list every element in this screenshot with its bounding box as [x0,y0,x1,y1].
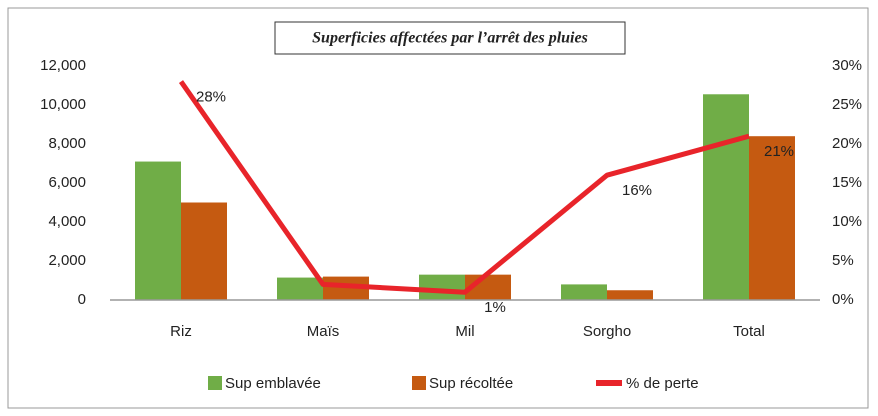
y2-tick-label: 30% [832,57,862,74]
y-tick-label: 8,000 [48,135,86,152]
x-tick-label: Total [733,323,765,340]
bar [277,277,323,300]
legend-label: % de perte [626,375,699,392]
bar [135,161,181,300]
x-tick-label: Maïs [307,323,340,340]
y-tick-label: 2,000 [48,252,86,269]
y-tick-label: 6,000 [48,174,86,191]
y2-tick-label: 0% [832,291,854,308]
title-box [274,21,626,55]
x-tick-label: Mil [455,323,474,340]
y2-tick-label: 25% [832,96,862,113]
legend-label: Sup récoltée [429,375,513,392]
data-label: 21% [764,143,794,160]
bar [703,94,749,301]
y2-tick-label: 5% [832,252,854,269]
data-label: 1% [484,299,506,316]
line [178,80,750,295]
y2-tick-label: 20% [832,135,862,152]
y-tick-label: 0 [78,291,86,308]
bar [561,284,607,300]
y-tick-label: 10,000 [40,96,86,113]
x-tick-label: Riz [170,323,192,340]
chart-title: Superficies affectées par l’arrêt des pl… [312,30,588,47]
y2-tick-label: 10% [832,213,862,230]
data-label: 28% [196,89,226,106]
bar [181,202,227,300]
bar [323,276,369,300]
y-tick-label: 4,000 [48,213,86,230]
bar [749,136,795,300]
legend-swatch [412,376,426,390]
legend-swatch [208,376,222,390]
x-tick-label: Sorgho [583,323,631,340]
data-label: 16% [622,182,652,199]
bar [607,290,653,300]
y-tick-label: 12,000 [40,57,86,74]
y2-tick-label: 15% [832,174,862,191]
legend-swatch [596,380,622,386]
legend-label: Sup emblavée [225,375,321,392]
bar [419,274,465,300]
